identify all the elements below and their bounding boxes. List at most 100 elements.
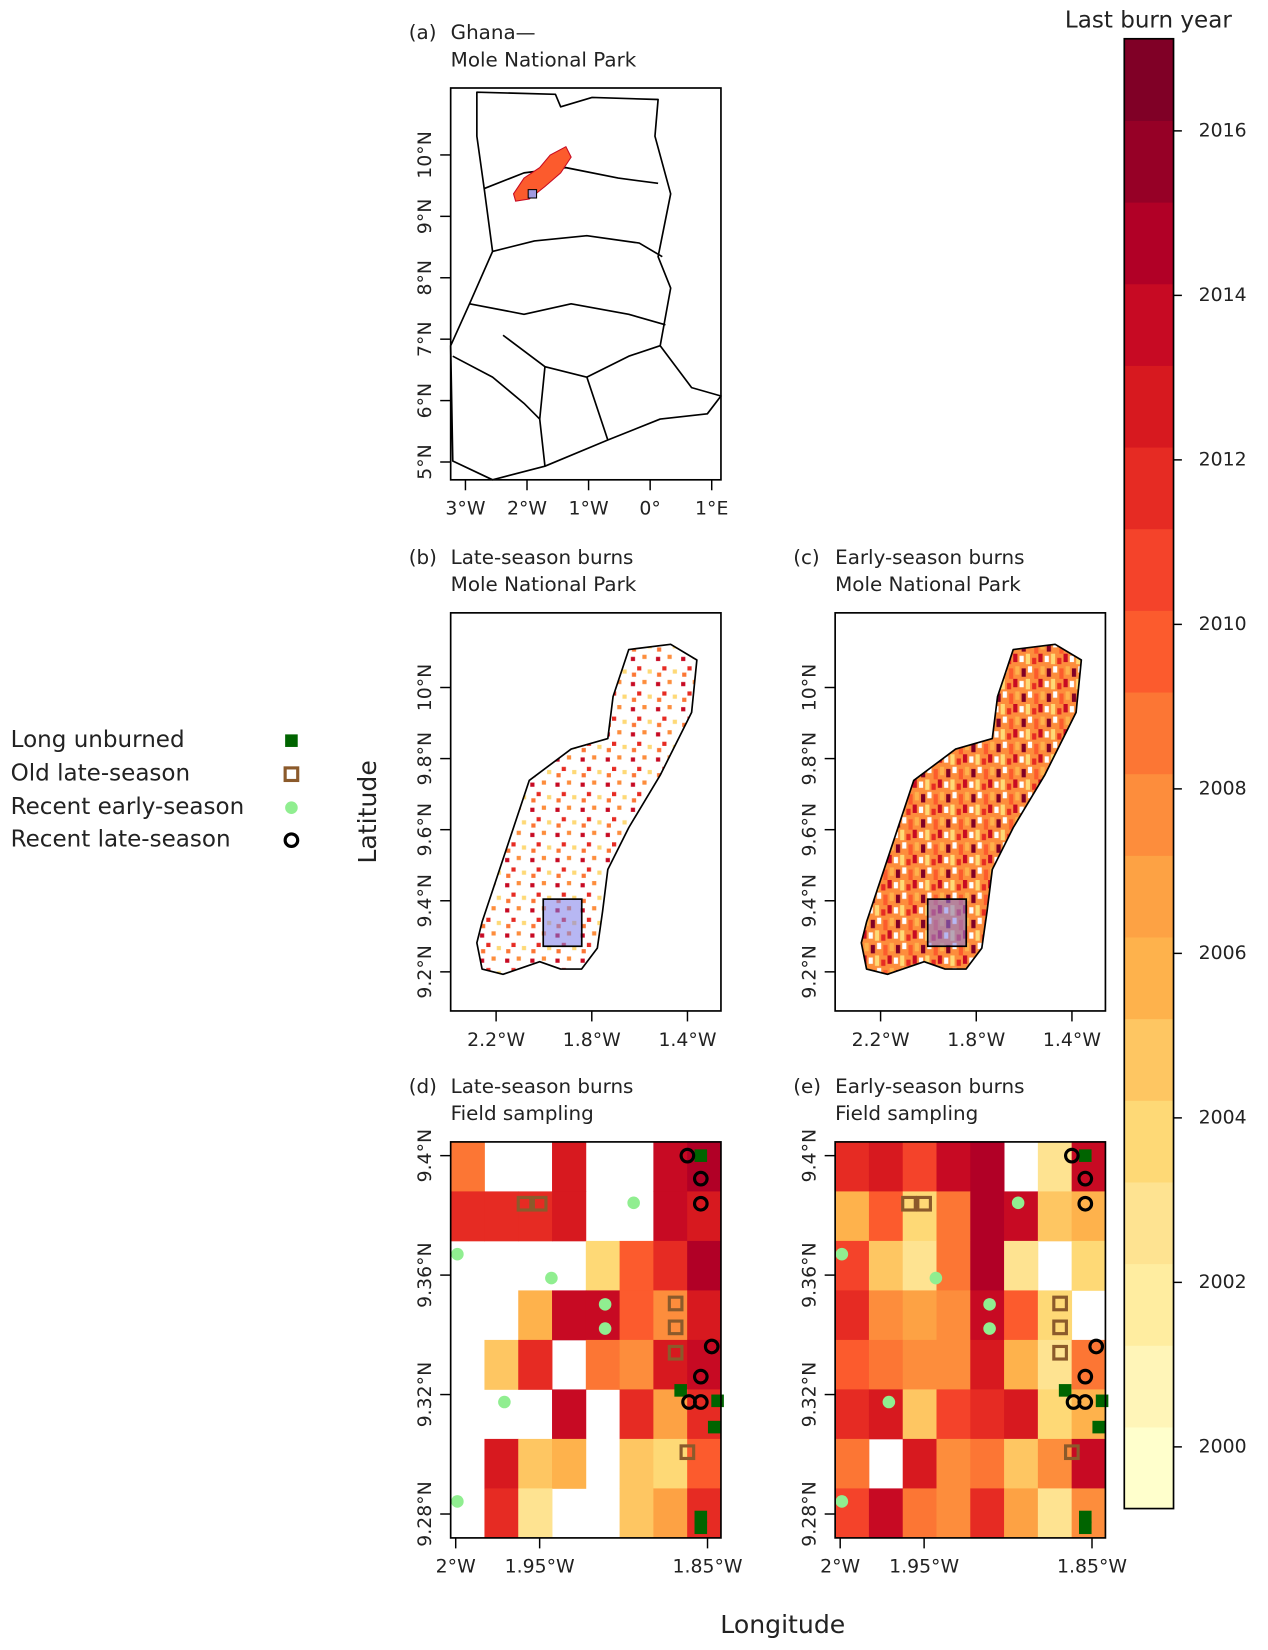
site-marker [1077,1170,1094,1187]
study-area-box [926,898,968,948]
burn-cell [653,1191,688,1242]
colorbar-band [1124,936,1174,1020]
x-tick-label: 1°W [569,499,609,520]
burn-cell [1037,1141,1073,1192]
legend-marker [285,801,298,814]
x-tick-label: 1.4°W [658,1030,716,1051]
burn-cell [619,1339,654,1390]
panel-frame [449,87,722,481]
y-tick-label: 7°N [415,321,436,357]
site-marker [674,1384,687,1397]
x-tick-label: 1.95°W [889,1557,959,1578]
burn-cell [970,1488,1005,1539]
colorbar-tick-label: 2000 [1199,1436,1247,1457]
panel-title: Mole National Park [835,573,1021,596]
burn-cell [653,1389,688,1440]
burn-cell [970,1438,1005,1489]
axis-label-y: Latitude [353,760,382,863]
site-marker [1078,1510,1092,1524]
burn-cell [902,1488,937,1539]
burn-cell [687,1290,722,1341]
y-tick-label: 9.32°N [800,1362,821,1427]
y-tick-label: 9.28°N [415,1481,436,1546]
burn-cell [687,1240,722,1291]
colorbar-frame [1123,37,1175,1510]
burn-cell [1004,1240,1039,1291]
colorbar-tick-label: 2012 [1199,449,1247,470]
y-tick-label: 9.4°N [415,874,436,928]
raster [835,1141,1106,1539]
burn-cell [1004,1339,1039,1390]
burn-cell [902,1240,937,1291]
raster [450,1141,722,1539]
x-tick-label: 1.95°W [505,1557,575,1578]
x-tick-label: 2°W [820,1557,860,1578]
y-tick-label: 10°N [800,664,821,711]
burn-cell [585,1240,621,1291]
burn-cell [1037,1389,1073,1440]
site-marker [451,1247,464,1261]
burn-cell [936,1488,971,1539]
burn-cell [552,1290,587,1341]
burn-cell [936,1339,971,1390]
burn-cell [868,1290,904,1341]
site-marker [498,1395,511,1409]
burn-cell [1004,1438,1039,1489]
site-marker [1092,1420,1105,1434]
burn-cell [835,1141,870,1192]
burn-cell [1004,1488,1039,1539]
legend-label: Recent early-season [11,794,245,820]
burn-cell [936,1191,971,1242]
y-tick-label: 9.8°N [415,732,436,786]
site-marker [692,1170,709,1187]
y-tick-label: 5°N [415,444,436,480]
burn-cell [902,1438,937,1489]
y-tick-label: 9.4°N [800,1129,821,1183]
site-marker [516,1195,533,1212]
site-marker [1063,1147,1080,1164]
panel-frame [834,612,1107,1012]
site-marker [983,1298,996,1311]
burn-cell [970,1191,1005,1242]
burn-cell [902,1141,937,1192]
site-marker [929,1271,943,1285]
panel-title: Mole National Park [451,573,637,596]
burn-cell [936,1389,971,1440]
y-tick-label: 8°N [415,260,436,296]
y-tick-label: 9.4°N [799,874,820,928]
ghana-map [449,91,722,481]
y-tick-label: 9.36°N [799,1242,820,1307]
burn-cell [1037,1191,1073,1242]
park-outline [860,643,1083,976]
colorbar-band [1124,1426,1174,1510]
site-marker [692,1394,709,1410]
park-outline [476,643,698,976]
burn-cell [970,1389,1005,1440]
site-marker [627,1196,640,1210]
site-marker [882,1395,896,1409]
panel-title: Ghana— [451,21,536,44]
burn-cell [619,1389,654,1440]
x-tick-label: 1.4°W [1043,1030,1101,1051]
legend-marker [283,766,300,783]
burn-cell [619,1290,654,1341]
colorbar-band [1124,1345,1174,1428]
burn-cell [552,1438,587,1489]
site-marker [901,1195,917,1212]
x-tick-label: 1.8°W [947,1030,1005,1051]
colorbar-band [1124,528,1174,611]
burn-cell [868,1339,904,1390]
panel-title: Mole National Park [451,48,637,71]
y-tick-label: 9.6°N [415,803,436,856]
site-marker [598,1322,612,1335]
panel-frame [449,1141,722,1539]
burn-cell [653,1141,688,1192]
site-marker [703,1338,720,1355]
burn-cell [484,1488,519,1539]
y-tick-label: 6°N [415,383,436,419]
site-marker [835,1495,849,1508]
burn-cell [902,1339,937,1390]
site-marker [707,1420,721,1434]
site-marker [694,1510,708,1524]
